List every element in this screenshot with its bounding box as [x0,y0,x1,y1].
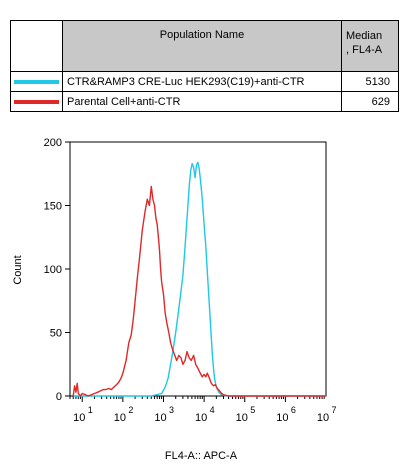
x-tick-exponent: 1 [88,405,93,415]
table-row: CTR&RAMP3 CRE-Luc HEK293(C19)+anti-CTR 5… [10,71,399,92]
cyan-swatch [14,79,59,84]
series-layer [72,161,326,397]
table-row: Parental Cell+anti-CTR 629 [10,91,399,112]
x-tick-exponent: 6 [291,405,296,415]
red-swatch [14,99,59,104]
table-corner-cell [10,20,63,72]
x-tick-label: 10 [154,412,166,424]
median-value-cell: 629 [341,91,399,112]
y-tick-label: 200 [44,137,62,149]
population-table: Population Name Median, FL4-A CTR&RAMP3 … [10,20,399,112]
x-tick-exponent: 3 [169,405,174,415]
median-header: Median, FL4-A [341,20,399,72]
x-tick-label: 10 [236,412,248,424]
x-tick-exponent: 7 [331,405,336,415]
x-tick-label: 10 [276,412,288,424]
y-tick-label: 50 [50,328,62,340]
median-value-cell: 5130 [341,71,399,92]
y-tick-label: 100 [44,264,62,276]
x-tick-label: 10 [114,412,126,424]
x-tick-exponent: 2 [128,405,133,415]
x-axis-label: FL4-A:: APC-A [165,450,238,462]
population-name-cell: CTR&RAMP3 CRE-Luc HEK293(C19)+anti-CTR [62,71,342,92]
population-name-cell: Parental Cell+anti-CTR [62,91,342,112]
x-tick-label: 10 [317,412,329,424]
series-line-red [72,185,326,397]
x-tick-label: 10 [195,412,207,424]
series-line-cyan [73,161,326,397]
y-axis-label: Count [12,255,24,284]
plot-frame [69,141,327,397]
x-tick-exponent: 4 [210,405,215,415]
y-tick-label: 0 [56,391,62,403]
y-tick-label: 150 [44,201,62,213]
x-tick-label: 10 [73,412,85,424]
x-tick-exponent: 5 [250,405,255,415]
